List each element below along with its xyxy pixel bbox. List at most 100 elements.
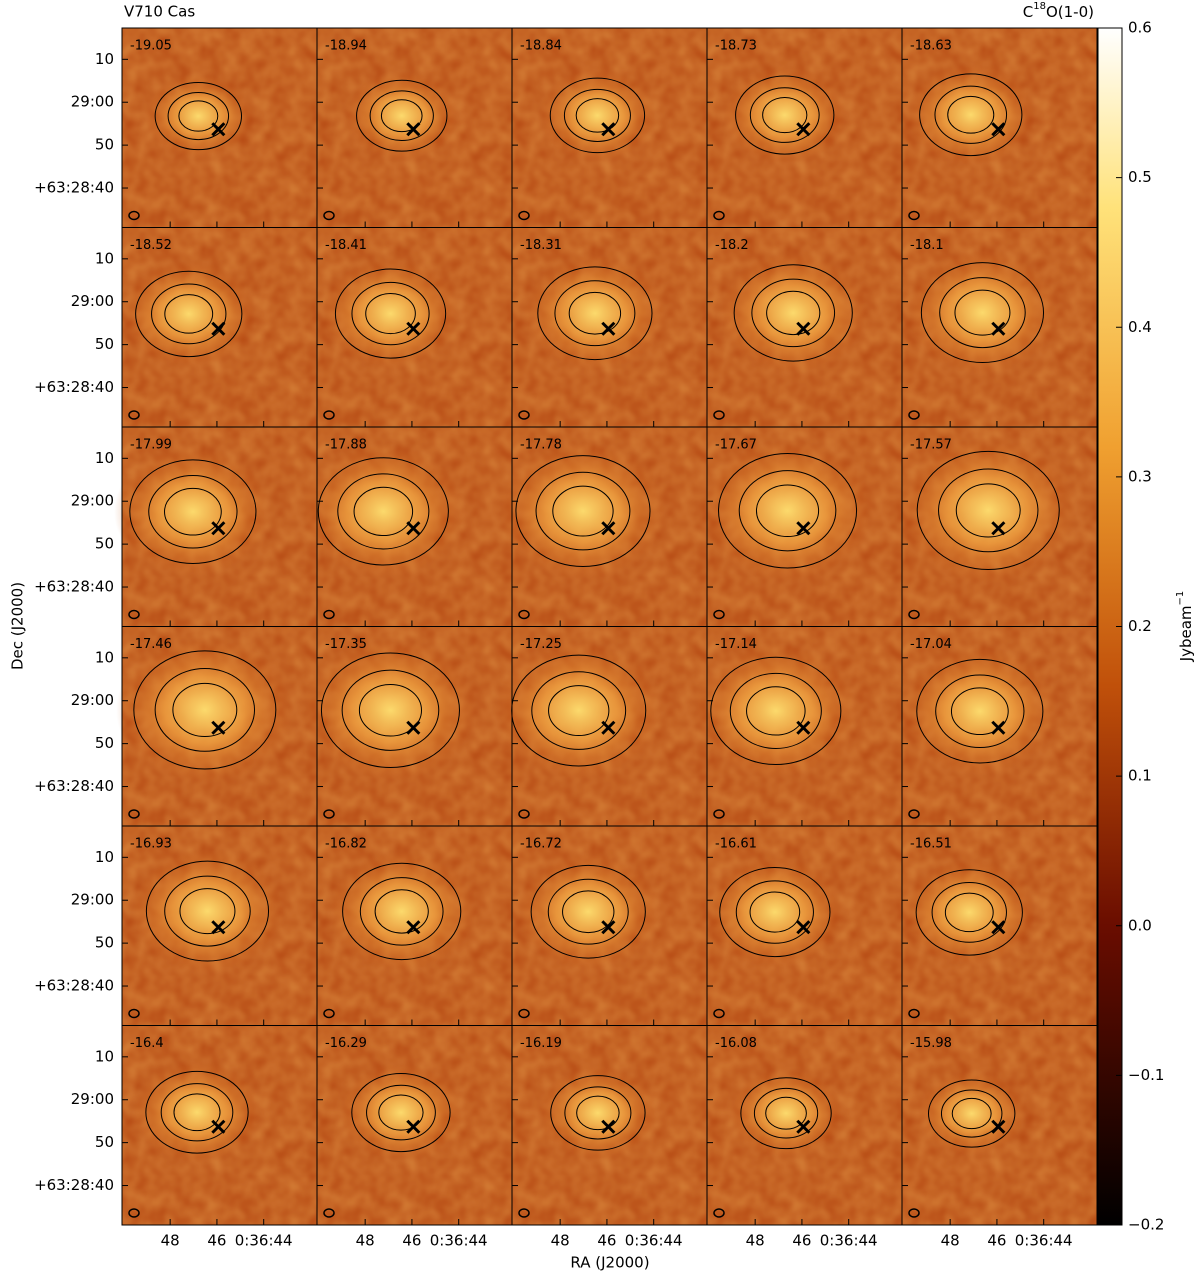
source-marker — [601, 321, 616, 336]
x-tick-label: 0:36:44 — [235, 1232, 293, 1250]
cbar-sup: −1 — [1175, 591, 1186, 606]
contour — [154, 668, 256, 752]
panel: -17.88 — [302, 426, 513, 627]
x-tick-label: 0:36:44 — [625, 1232, 683, 1250]
beam — [128, 410, 140, 420]
contour — [927, 1079, 1016, 1148]
velocity-label: -17.78 — [520, 438, 562, 453]
y-tick-label: 50 — [95, 136, 114, 154]
velocity-label: -17.57 — [910, 438, 952, 453]
panel: -18.73 — [706, 27, 903, 228]
contour — [334, 268, 447, 359]
beam — [128, 809, 140, 819]
contour — [337, 473, 430, 550]
panel: -18.1 — [901, 227, 1098, 428]
velocity-label: -17.25 — [520, 637, 562, 652]
panel: -17.46 10 29:00 50 +63:28:40 — [34, 626, 318, 827]
cbar-tick-label: −0.2 — [1128, 1216, 1164, 1234]
contour — [172, 682, 238, 738]
emission — [694, 643, 858, 778]
emission — [116, 636, 294, 784]
contour — [515, 455, 651, 568]
contour — [178, 100, 219, 132]
contour — [351, 1072, 451, 1153]
panel: -18.84 — [511, 27, 708, 228]
source-marker — [991, 321, 1006, 336]
source-marker — [211, 122, 226, 137]
contour — [164, 487, 222, 536]
contour — [342, 862, 462, 961]
beam — [323, 210, 335, 221]
x-tick-label: 48 — [356, 1232, 375, 1250]
contour — [746, 686, 806, 736]
contour — [145, 1070, 249, 1154]
y-tick-label: +63:28:40 — [34, 1176, 114, 1194]
y-tick-label: +63:28:40 — [34, 179, 114, 197]
y-tick-label: 10 — [95, 1047, 114, 1065]
beam — [908, 609, 920, 620]
contour — [359, 877, 444, 946]
panel: -17.57 — [899, 426, 1098, 627]
y-tick-label: 29:00 — [71, 292, 114, 310]
contour — [920, 262, 1045, 364]
y-tick-label: 50 — [95, 1133, 114, 1151]
contour — [568, 291, 622, 335]
panel: -16.93 10 29:00 50 +63:28:40 — [34, 825, 318, 1026]
source-marker — [991, 920, 1006, 935]
contour — [718, 452, 858, 569]
y-tick-label: 50 — [95, 335, 114, 353]
source-marker — [406, 720, 421, 735]
cbar-tick-label: −0.1 — [1128, 1066, 1164, 1084]
panel: -16.19 48 46 0:36:44 — [511, 1025, 708, 1250]
y-tick-label: 29:00 — [71, 1090, 114, 1108]
source-marker — [601, 521, 616, 536]
contour — [916, 450, 1060, 571]
beam — [908, 1008, 920, 1019]
y-axis-label: Dec (J2000) — [9, 582, 27, 670]
contour — [562, 890, 615, 934]
emission — [499, 441, 667, 581]
contour — [365, 293, 416, 335]
contour — [950, 687, 1009, 736]
emission — [321, 257, 460, 370]
y-tick-label: +63:28:40 — [34, 777, 114, 795]
contour — [160, 1083, 234, 1142]
velocity-label: -16.82 — [325, 837, 367, 852]
panel: -17.67 — [701, 426, 903, 627]
source-marker — [991, 720, 1006, 735]
y-tick-label: 50 — [95, 535, 114, 553]
cbar-base: Jybeam — [1177, 605, 1195, 662]
panel: -17.04 — [901, 626, 1098, 827]
panel: -16.08 48 46 0:36:44 — [706, 1025, 903, 1250]
velocity-label: -18.73 — [715, 39, 757, 54]
contour — [549, 77, 646, 154]
velocity-label: -18.1 — [910, 238, 944, 253]
contour — [537, 266, 653, 361]
panel: -18.2 — [706, 227, 903, 428]
contour — [934, 85, 1008, 144]
contour — [133, 650, 277, 770]
panel: -19.05 10 29:00 50 +63:28:40 — [34, 27, 318, 228]
emission — [133, 1061, 261, 1164]
emission — [538, 68, 657, 162]
contour — [351, 281, 430, 346]
panel: -18.52 10 29:00 50 +63:28:40 — [34, 227, 318, 428]
contour — [919, 73, 1023, 157]
contour — [575, 98, 620, 133]
contour — [762, 96, 808, 134]
contour — [735, 75, 835, 155]
contour — [915, 869, 1023, 956]
velocity-label: -16.93 — [130, 837, 172, 852]
title: V710 Cas — [124, 3, 195, 21]
beam — [908, 210, 920, 221]
velocity-label: -19.05 — [130, 39, 172, 54]
source-marker — [601, 720, 616, 735]
source-marker — [211, 720, 226, 735]
line-rest: O(1-0) — [1046, 3, 1094, 21]
emission — [122, 260, 256, 368]
emission — [917, 1071, 1026, 1156]
panel: -17.35 — [304, 626, 513, 827]
velocity-label: -16.61 — [715, 837, 757, 852]
panel: -15.98 48 46 0:36:44 — [901, 1025, 1098, 1250]
